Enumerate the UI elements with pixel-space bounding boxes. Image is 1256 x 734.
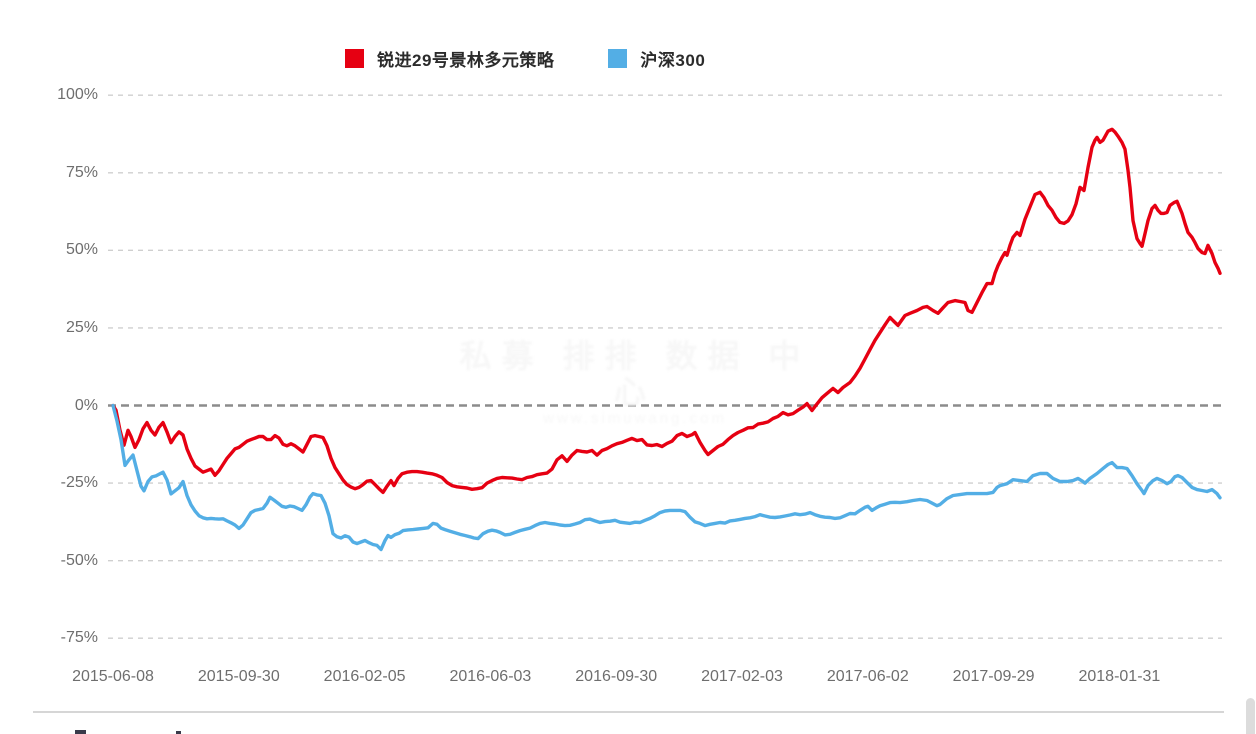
y-axis-label: 25% [65,318,98,336]
x-axis-label: 2015-09-30 [197,668,280,685]
legend: 锐进29号景林多元策略 沪深300 [345,46,705,71]
legend-swatch-blue [608,49,628,68]
legend-item-csi300[interactable]: 沪深300 [608,46,705,71]
x-axis-label: 2016-06-03 [449,668,532,685]
clipped-text-fragment [176,731,181,734]
y-axis-label: -50% [60,551,98,569]
y-axis-label: 100% [57,86,98,104]
x-axis-label: 2016-02-05 [323,668,406,685]
y-axis-label: -75% [60,629,98,647]
legend-label-csi300: 沪深300 [640,51,706,70]
legend-label-fund: 锐进29号景林多元策略 [377,51,555,70]
x-axis-label: 2017-02-03 [701,668,783,685]
y-axis-label: 50% [65,241,98,259]
x-axis-label: 2018-01-31 [1078,668,1161,685]
x-axis-label: 2017-06-02 [826,668,909,685]
bottom-divider [33,711,1224,713]
fund-line [111,127,1222,495]
legend-swatch-red [345,49,364,68]
y-axis-label: 0% [74,396,98,414]
legend-item-fund[interactable]: 锐进29号景林多元策略 [345,46,554,71]
clipped-text-fragment [75,730,86,734]
y-axis-label: -25% [60,474,98,492]
x-axis-label: 2017-09-29 [952,668,1035,685]
x-axis-label: 2015-06-08 [72,668,154,685]
csi300-line [111,403,1222,552]
y-axis-label: 75% [65,163,98,181]
scrollbar-thumb[interactable] [1246,698,1255,734]
x-axis-label: 2016-09-30 [575,668,658,685]
